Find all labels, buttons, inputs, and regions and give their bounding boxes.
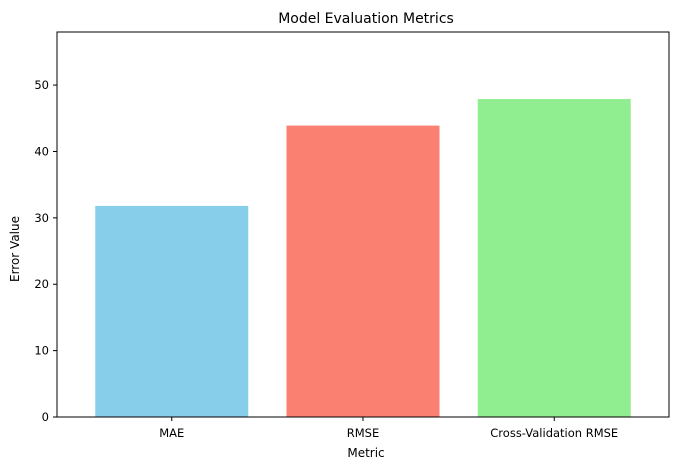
y-tick-label: 50 — [34, 78, 49, 92]
y-tick-label: 0 — [42, 410, 49, 424]
x-tick-label: RMSE — [347, 426, 379, 440]
y-axis-label: Error Value — [8, 216, 22, 282]
y-tick-label: 20 — [34, 277, 49, 291]
x-tick-label: MAE — [159, 426, 184, 440]
x-tick-label: Cross-Validation RMSE — [490, 426, 618, 440]
bar-cross-validation-rmse — [477, 99, 631, 418]
bars-group — [95, 99, 631, 418]
bar-mae — [95, 205, 249, 417]
plot-frame — [56, 31, 670, 418]
x-axis-label: Metric — [347, 446, 384, 460]
y-axis: 0 10 20 30 40 50 — [34, 78, 57, 424]
y-tick-label: 10 — [34, 344, 49, 358]
bar-rmse — [286, 125, 440, 418]
x-axis: MAE RMSE Cross-Validation RMSE — [159, 417, 618, 440]
y-tick-label: 40 — [34, 144, 49, 158]
y-tick-label: 30 — [34, 211, 49, 225]
chart-title: Model Evaluation Metrics — [278, 11, 454, 27]
